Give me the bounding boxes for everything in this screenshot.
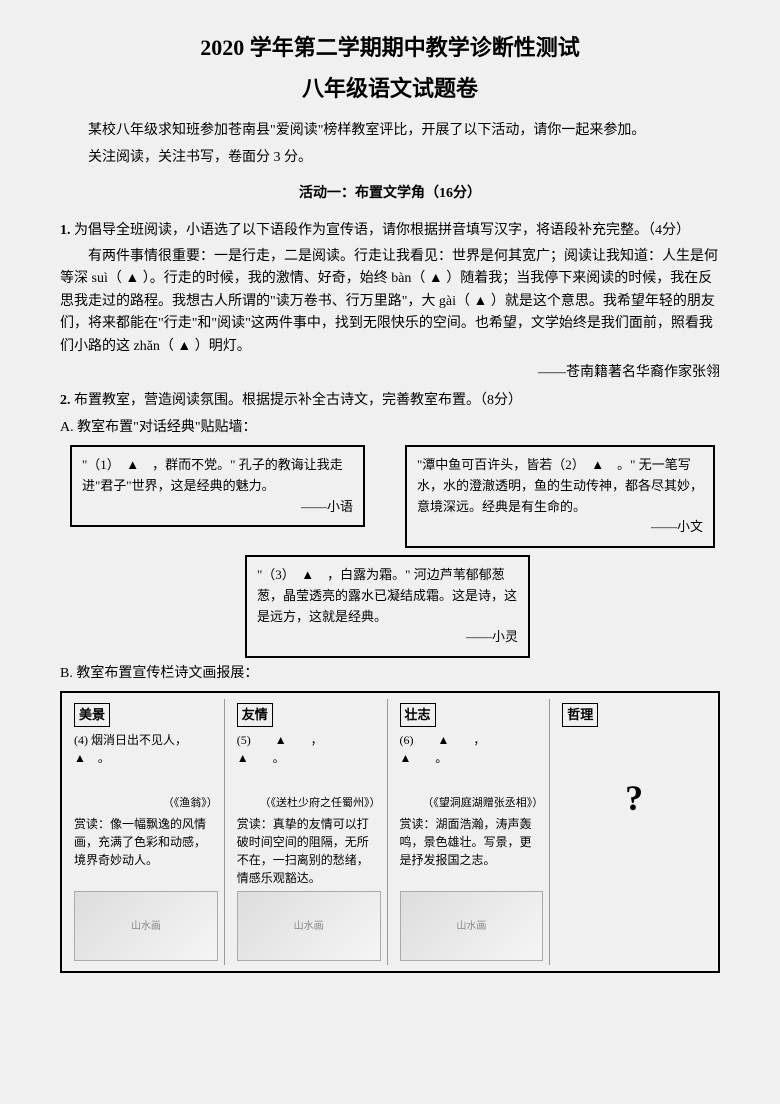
- section-title: 活动一：布置文学角（16分）: [60, 183, 720, 205]
- quote-box-mid-body: "（3） ▲ ，白露为霜。" 河边芦苇郁郁葱葱，晶莹透亮的露水已凝结成霜。这是诗…: [257, 565, 518, 627]
- panel-1-image: 山水画: [74, 891, 218, 961]
- question-1: 1. 为倡导全班阅读，小语选了以下语段作为宣传语，请你根据拼音填写汉字，将语段补…: [60, 220, 720, 242]
- question-1-number: 1.: [60, 223, 71, 238]
- quote-box-right-body: "潭中鱼可百许头，皆若（2） ▲ 。" 无一笔写水，水的澄澈透明，鱼的生动传神，…: [417, 455, 703, 517]
- panel-3-image: 山水画: [400, 891, 544, 961]
- panel-2-top: (5) ▲ ， ▲ 。: [237, 731, 381, 793]
- panel-2-source: （《送杜少府之任蜀州》）: [237, 795, 381, 812]
- main-title-1: 2020 学年第二学期期中教学诊断性测试: [60, 30, 720, 65]
- panel-4: 哲理 ?: [556, 699, 712, 965]
- question-1-passage: 有两件事情很重要：一是行走，二是阅读。行走让我看见：世界是何其宽广；阅读让我知道…: [60, 246, 720, 358]
- quote-box-left: "（1） ▲ ，群而不党。" 孔子的教诲让我走进"君子"世界，这是经典的魅力。 …: [70, 445, 365, 527]
- intro-paragraph-2: 关注阅读，关注书写，卷面分 3 分。: [60, 147, 720, 169]
- quote-box-mid: "（3） ▲ ，白露为霜。" 河边芦苇郁郁葱葱，晶莹透亮的露水已凝结成霜。这是诗…: [245, 555, 530, 658]
- panel-1-reading: 赏读：像一幅飘逸的风情画，充满了色彩和动感，境界奇妙动人。: [74, 815, 218, 887]
- panel-1: 美景 (4) 烟消日出不见人， ▲ 。 （《渔翁》） 赏读：像一幅飘逸的风情画，…: [68, 699, 225, 965]
- panel-3-reading: 赏读：湖面浩瀚，涛声轰鸣，景色雄壮。写景，更是抒发报国之志。: [400, 815, 544, 887]
- poster-panels: 美景 (4) 烟消日出不见人， ▲ 。 （《渔翁》） 赏读：像一幅飘逸的风情画，…: [60, 691, 720, 973]
- panel-3-source: （《望洞庭湖赠张丞相》）: [400, 795, 544, 812]
- panel-2-tag: 友情: [237, 703, 273, 727]
- quote-box-right: "潭中鱼可百许头，皆若（2） ▲ 。" 无一笔写水，水的澄澈透明，鱼的生动传神，…: [405, 445, 715, 548]
- panel-4-question-mark: ?: [562, 771, 706, 825]
- quote-box-right-sig: ——小文: [417, 517, 703, 538]
- question-2: 2. 布置教室，营造阅读氛围。根据提示补全古诗文，完善教室布置。（8分）: [60, 390, 720, 412]
- intro-paragraph-1: 某校八年级求知班参加苍南县"爱阅读"榜样教室评比，开展了以下活动，请你一起来参加…: [60, 120, 720, 142]
- panel-2-reading: 赏读：真挚的友情可以打破时间空间的阻隔，无所不在，一扫离别的愁绪，情感乐观豁达。: [237, 815, 381, 887]
- quote-box-left-sig: ——小语: [82, 497, 353, 518]
- question-1-text: 为倡导全班阅读，小语选了以下语段作为宣传语，请你根据拼音填写汉字，将语段补充完整…: [74, 223, 690, 238]
- quote-box-mid-sig: ——小灵: [257, 627, 518, 648]
- panel-3: 壮志 (6) ▲ ， ▲ 。 （《望洞庭湖赠张丞相》） 赏读：湖面浩瀚，涛声轰鸣…: [394, 699, 551, 965]
- quote-boxes-container: "（1） ▲ ，群而不党。" 孔子的教诲让我走进"君子"世界，这是经典的魅力。 …: [60, 445, 720, 655]
- panel-3-top: (6) ▲ ， ▲ 。: [400, 731, 544, 793]
- question-2-text: 布置教室，营造阅读氛围。根据提示补全古诗文，完善教室布置。（8分）: [74, 393, 522, 408]
- question-2-sub-a: A. 教室布置"对话经典"贴贴墙：: [60, 417, 720, 439]
- panel-3-tag: 壮志: [400, 703, 436, 727]
- panel-1-tag: 美景: [74, 703, 110, 727]
- quote-box-left-body: "（1） ▲ ，群而不党。" 孔子的教诲让我走进"君子"世界，这是经典的魅力。: [82, 455, 353, 497]
- panel-1-top: (4) 烟消日出不见人， ▲ 。: [74, 731, 218, 793]
- question-1-attribution: ——苍南籍著名华裔作家张翎: [60, 362, 720, 384]
- panel-1-source: （《渔翁》）: [74, 795, 218, 812]
- panel-2-image: 山水画: [237, 891, 381, 961]
- question-2-sub-b: B. 教室布置宣传栏诗文画报展：: [60, 663, 720, 685]
- panel-4-tag: 哲理: [562, 703, 598, 727]
- panel-2: 友情 (5) ▲ ， ▲ 。 （《送杜少府之任蜀州》） 赏读：真挚的友情可以打破…: [231, 699, 388, 965]
- question-2-number: 2.: [60, 393, 71, 408]
- main-title-2: 八年级语文试题卷: [60, 71, 720, 106]
